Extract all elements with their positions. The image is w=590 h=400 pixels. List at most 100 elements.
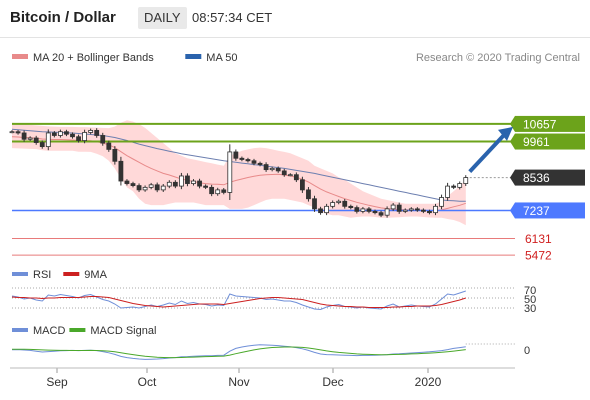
candle-body [197,180,202,187]
candle-body [15,131,21,134]
candle-body [336,200,342,203]
candle-body [136,185,142,191]
x-tick-label-1: Oct [138,375,157,389]
candles [9,128,469,218]
candle-body [58,131,63,136]
x-tick-label-3: Dec [322,375,343,389]
candle-body [21,132,27,140]
x-tick-label-0: Sep [46,375,68,389]
level-9961-box [515,133,585,150]
candle-body [330,202,336,207]
clock: 08:57:34 CET [192,10,273,25]
candle-body [360,208,366,212]
candle-body [257,162,263,165]
level-7237-pointer [510,202,515,219]
level-8536-label: 8536 [523,171,550,185]
candle-body [245,159,251,162]
candle-body [312,198,317,210]
instrument-title: Bitcoin / Dollar [10,9,116,26]
candle-body [185,175,190,184]
candle-body [130,183,136,186]
candle-body [378,212,384,216]
macd-signal-line [12,346,466,359]
level-10657-pointer [510,115,515,132]
candle-body [118,160,124,182]
candle-body [124,180,130,184]
candle-body [148,184,154,188]
candle-body [293,174,299,181]
candle-body [178,175,184,187]
candle-body [318,208,323,214]
candle-body [191,180,196,184]
candle-body [348,205,354,208]
header-divider [0,37,590,38]
candle-body [76,136,81,141]
candle-body [39,142,45,148]
level-10657-box [515,115,585,132]
candle-body [445,185,451,198]
candle-body [439,197,444,207]
candle-body [408,208,414,211]
ma50-line [11,128,466,202]
candle-body [414,208,420,211]
macd-legend-swatch-0 [12,328,28,332]
candle-body [33,137,39,143]
candle-body [451,185,457,188]
macd-legend-swatch-1 [69,328,86,332]
candle-body [263,164,269,171]
rsi-legend-swatch-0 [12,272,28,276]
candle-body [239,157,245,160]
legend-label-1: MA 50 [206,52,237,64]
candle-body [100,135,106,144]
candle-body [45,132,51,148]
candle-body [209,186,215,195]
candle-body [342,200,348,207]
candle-body [166,181,172,187]
macd-legend-label-0: MACD [33,325,65,337]
candle-body [396,204,402,212]
candle-body [299,179,305,191]
level-8536-box [515,169,585,186]
candle-body [384,208,390,216]
level-8536-pointer [510,169,515,186]
candle-body [306,189,311,200]
rsi-tick-30: 30 [524,303,536,315]
level-9961-pointer [510,133,515,150]
bollinger-band [12,120,466,226]
legend-swatch-1 [185,54,202,59]
candle-body [287,174,293,177]
candle-body [70,133,75,138]
candle-body [433,205,438,214]
rsi-legend-label-1: 9MA [84,269,107,281]
x-tick-label-4: 2020 [415,375,442,389]
candle-body [251,160,257,164]
candle-body [106,142,112,150]
candle-body [420,209,426,212]
candle-body [372,210,378,214]
candle-body [160,185,166,191]
rsi-ma-line [11,296,466,308]
chart-header: Bitcoin / Dollar DAILY 08:57:34 CET [0,0,590,38]
candle-body [269,167,275,171]
candle-body [390,204,396,210]
level-10657-label: 10657 [523,117,557,131]
candle-body [82,132,87,141]
legend-label-0: MA 20 + Bollinger Bands [33,52,154,64]
candle-body [203,185,209,188]
level-7237-label: 7237 [523,204,550,218]
candle-body [427,210,432,214]
rsi-tick-50: 50 [524,294,536,306]
level-7237-box [515,202,585,219]
macd-legend-label-1: MACD Signal [90,325,156,337]
level-6131-label: 6131 [525,232,552,246]
level-9961-label: 9961 [523,135,550,149]
timeframe-badge[interactable]: DAILY [138,7,187,29]
rsi-legend-swatch-1 [63,272,80,276]
macd-tick-0: 0 [524,345,530,357]
rsi-line [11,290,466,311]
candle-body [354,207,360,212]
candle-body [142,186,148,191]
x-tick-label-2: Nov [228,375,249,389]
copyright-text: Research © 2020 Trading Central [416,52,580,64]
